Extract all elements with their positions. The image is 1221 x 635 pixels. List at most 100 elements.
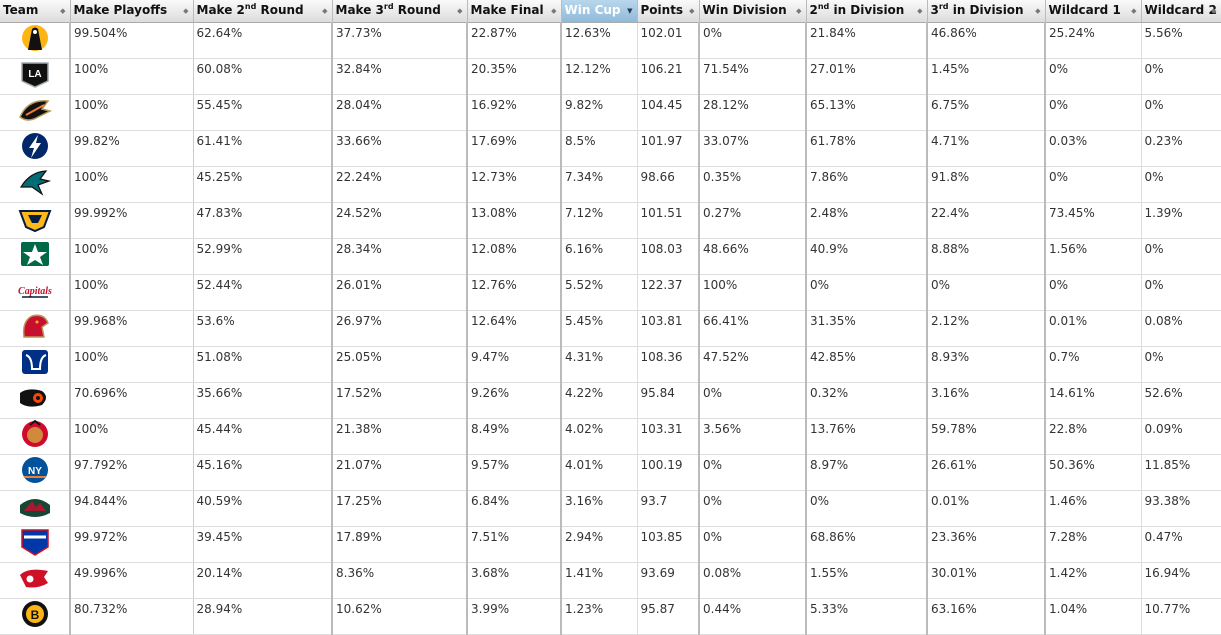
table-row: 100% 45.44% 21.38% 8.49% 4.02% 103.31 3.56% 13.… — [0, 418, 1221, 455]
wildcard-2-cell: 10.77% — [1141, 598, 1221, 635]
sort-icon[interactable]: ◆ — [457, 7, 463, 15]
win-division-cell: 28.12% — [699, 94, 807, 131]
column-header-make-3rd-round[interactable]: Make 3rd Round ◆ — [332, 0, 468, 23]
wildcard-2-cell: 0% — [1141, 238, 1221, 275]
win-division-cell: 0% — [699, 490, 807, 527]
points-cell: 98.66 — [637, 166, 700, 203]
table-row: 49.996% 20.14% 8.36% 3.68% 1.41% 93.69 0.08% 1.… — [0, 562, 1221, 599]
win-division-cell: 0% — [699, 454, 807, 491]
wildcard-1-cell: 7.28% — [1045, 526, 1142, 563]
column-header-2nd-in-division[interactable]: 2nd in Division ◆ — [806, 0, 928, 23]
wildcard-2-cell: 52.6% — [1141, 382, 1221, 419]
win-cup-cell: 6.16% — [561, 238, 638, 275]
make-playoffs-cell: 99.504% — [70, 22, 194, 59]
3rd-in-division-cell: 6.75% — [927, 94, 1046, 131]
make-playoffs-cell: 100% — [70, 94, 194, 131]
column-header-team[interactable]: Team ◆ — [0, 0, 71, 23]
table-row: 100% 51.08% 25.05% 9.47% 4.31% 108.36 47.52% 42… — [0, 346, 1221, 383]
sort-icon[interactable]: ◆ — [689, 7, 695, 15]
table-row: Capitals 100% 52.44% 26.01% 12.76% 5.52% 122.3… — [0, 274, 1221, 311]
column-header-make-2nd-round[interactable]: Make 2nd Round ◆ — [193, 0, 333, 23]
svg-text:B: B — [30, 608, 39, 622]
svg-text:LA: LA — [28, 69, 41, 80]
column-header-label: 2nd in Division — [809, 2, 905, 18]
column-header-points[interactable]: Points ◆ — [637, 0, 700, 23]
column-header-label: 3rd in Division — [930, 2, 1024, 18]
column-header-win-division[interactable]: Win Division ◆ — [699, 0, 807, 23]
wildcard-1-cell: 0.7% — [1045, 346, 1142, 383]
make-3rd-round-cell: 17.52% — [332, 382, 468, 419]
win-cup-cell: 12.63% — [561, 22, 638, 59]
wildcard-2-cell: 0.23% — [1141, 130, 1221, 167]
sort-icon[interactable]: ◆ — [1035, 7, 1041, 15]
wildcard-2-cell: 0% — [1141, 58, 1221, 95]
column-header-win-cup[interactable]: Win Cup ▼ — [561, 0, 638, 23]
sort-icon[interactable]: ◆ — [551, 7, 557, 15]
column-header-wildcard-1[interactable]: Wildcard 1 ◆ — [1045, 0, 1142, 23]
team-cell — [0, 310, 71, 347]
3rd-in-division-cell: 8.88% — [927, 238, 1046, 275]
sort-icon[interactable]: ◆ — [1211, 7, 1217, 15]
make-3rd-round-cell: 32.84% — [332, 58, 468, 95]
2nd-in-division-cell: 8.97% — [806, 454, 928, 491]
wildcard-2-cell: 0.08% — [1141, 310, 1221, 347]
3rd-in-division-cell: 22.4% — [927, 202, 1046, 239]
wildcard-2-cell: 0% — [1141, 274, 1221, 311]
red-wings-logo-icon — [18, 563, 52, 593]
make-final-cell: 8.49% — [467, 418, 562, 455]
make-final-cell: 6.84% — [467, 490, 562, 527]
sort-icon[interactable]: ◆ — [917, 7, 923, 15]
wild-logo-icon — [18, 491, 52, 521]
team-cell — [0, 418, 71, 455]
kings-logo-icon: LA — [18, 59, 52, 89]
sort-icon[interactable]: ◆ — [60, 7, 66, 15]
column-header-make-playoffs[interactable]: Make Playoffs ◆ — [70, 0, 194, 23]
table-row: 100% 52.99% 28.34% 12.08% 6.16% 108.03 48.66% 4… — [0, 238, 1221, 275]
sort-icon[interactable]: ◆ — [322, 7, 328, 15]
sort-descending-icon[interactable]: ▼ — [627, 7, 633, 15]
3rd-in-division-cell: 59.78% — [927, 418, 1046, 455]
make-final-cell: 12.73% — [467, 166, 562, 203]
wildcard-2-cell: 0% — [1141, 346, 1221, 383]
points-cell: 103.81 — [637, 310, 700, 347]
points-cell: 122.37 — [637, 274, 700, 311]
make-playoffs-cell: 100% — [70, 274, 194, 311]
win-cup-cell: 3.16% — [561, 490, 638, 527]
make-2nd-round-cell: 40.59% — [193, 490, 333, 527]
column-header-make-final[interactable]: Make Final ◆ — [467, 0, 562, 23]
points-cell: 101.97 — [637, 130, 700, 167]
win-division-cell: 0.27% — [699, 202, 807, 239]
make-final-cell: 12.76% — [467, 274, 562, 311]
make-final-cell: 12.64% — [467, 310, 562, 347]
table-row: 99.504% 62.64% 37.73% 22.87% 12.63% 102.01 0% 2… — [0, 22, 1221, 59]
make-final-cell: 9.57% — [467, 454, 562, 491]
column-header-3rd-in-division[interactable]: 3rd in Division ◆ — [927, 0, 1046, 23]
make-playoffs-cell: 97.792% — [70, 454, 194, 491]
points-cell: 102.01 — [637, 22, 700, 59]
column-header-label: Team — [3, 3, 39, 17]
sort-icon[interactable]: ◆ — [183, 7, 189, 15]
wildcard-2-cell: 5.56% — [1141, 22, 1221, 59]
win-cup-cell: 4.01% — [561, 454, 638, 491]
3rd-in-division-cell: 91.8% — [927, 166, 1046, 203]
points-cell: 93.69 — [637, 562, 700, 599]
win-cup-cell: 9.82% — [561, 94, 638, 131]
make-playoffs-cell: 100% — [70, 346, 194, 383]
win-cup-cell: 1.41% — [561, 562, 638, 599]
column-header-wildcard-2[interactable]: Wildcard 2 ◆ — [1141, 0, 1221, 23]
sort-icon[interactable]: ◆ — [1131, 7, 1137, 15]
rangers-logo-icon — [18, 527, 52, 557]
make-final-cell: 3.68% — [467, 562, 562, 599]
make-3rd-round-cell: 17.25% — [332, 490, 468, 527]
win-cup-cell: 1.23% — [561, 598, 638, 635]
wildcard-2-cell: 1.39% — [1141, 202, 1221, 239]
wildcard-1-cell: 0% — [1045, 94, 1142, 131]
2nd-in-division-cell: 42.85% — [806, 346, 928, 383]
capitals-logo-icon: Capitals — [18, 275, 52, 305]
make-final-cell: 3.99% — [467, 598, 562, 635]
sharks-logo-icon — [18, 167, 52, 197]
sort-icon[interactable]: ◆ — [796, 7, 802, 15]
make-2nd-round-cell: 52.44% — [193, 274, 333, 311]
make-2nd-round-cell: 52.99% — [193, 238, 333, 275]
svg-text:Capitals: Capitals — [18, 286, 52, 297]
